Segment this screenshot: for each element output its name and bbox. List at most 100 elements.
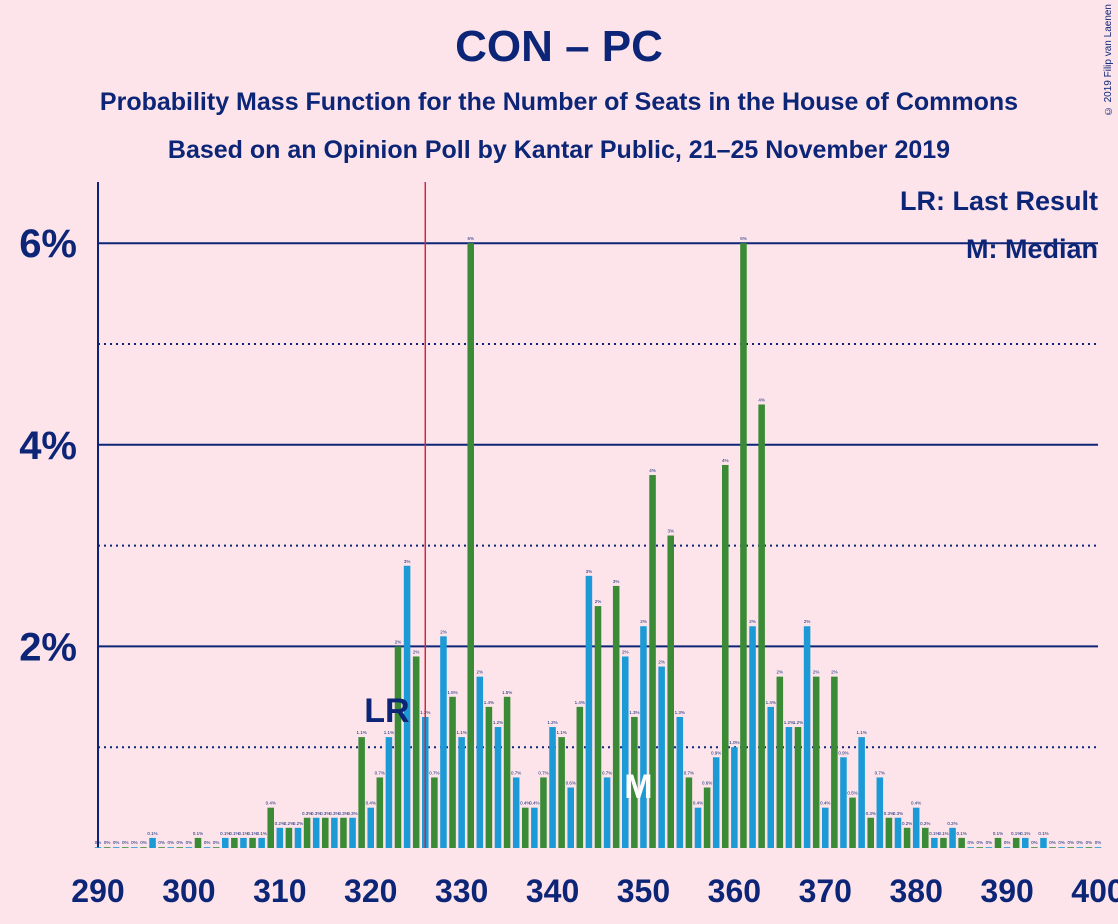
- bar-label-306: 0.1%: [238, 831, 248, 836]
- bar-352: [658, 666, 665, 848]
- x-tick-label: 290: [71, 873, 124, 909]
- bar-337: [522, 807, 529, 848]
- bar-label-329: 1.5%: [447, 690, 457, 695]
- bar-295: [140, 847, 147, 848]
- bar-367: [794, 727, 802, 848]
- bar-label-400: 0%: [1095, 840, 1102, 845]
- bar-324: [403, 565, 411, 848]
- bar-333: [485, 706, 493, 848]
- bar-label-301: 0.1%: [193, 831, 203, 836]
- bar-label-385: 0.1%: [957, 831, 967, 836]
- bar-350: [640, 626, 647, 848]
- bar-322: [385, 737, 393, 848]
- bar-317: [340, 817, 347, 848]
- bar-label-325: 2%: [413, 649, 420, 654]
- bar-label-342: 0.6%: [566, 781, 576, 786]
- bar-label-344: 3%: [586, 569, 593, 574]
- chart-title: CON – PC: [455, 22, 663, 71]
- bar-400: [1094, 847, 1102, 848]
- bar-311: [285, 827, 293, 848]
- x-tick-label: 360: [708, 873, 761, 909]
- bar-339: [540, 777, 547, 848]
- bar-372: [840, 757, 847, 848]
- x-tick-label: 350: [617, 873, 670, 909]
- bar-344: [585, 575, 593, 848]
- bar-297: [158, 847, 165, 848]
- bar-332: [476, 676, 484, 848]
- bar-294: [131, 847, 138, 848]
- bar-label-355: 0.7%: [684, 770, 694, 775]
- bar-396: [1058, 847, 1065, 848]
- bar-327: [431, 777, 438, 848]
- bar-365: [776, 676, 784, 848]
- bar-341: [558, 737, 565, 848]
- bar-321: [376, 777, 384, 848]
- bar-312: [294, 827, 302, 848]
- bar-label-313: 0.3%: [302, 811, 312, 816]
- bar-369: [812, 676, 820, 848]
- bar-label-390: 0%: [1004, 840, 1011, 845]
- bar-304: [222, 837, 229, 848]
- bar-296: [149, 837, 156, 848]
- bar-label-299: 0%: [177, 840, 184, 845]
- x-tick-label: 390: [980, 873, 1033, 909]
- bar-label-318: 0.3%: [347, 811, 357, 816]
- bar-label-366: 1.2%: [784, 720, 794, 725]
- bar-label-308: 0.1%: [257, 831, 267, 836]
- bar-label-290: 0%: [95, 840, 102, 845]
- bar-291: [103, 847, 111, 848]
- bar-label-332: 2%: [477, 670, 484, 675]
- bar-label-302: 0%: [204, 840, 211, 845]
- bar-label-317: 0.3%: [338, 811, 348, 816]
- bar-label-341: 1.1%: [557, 730, 567, 735]
- bar-328: [440, 636, 447, 848]
- bar-356: [694, 807, 702, 848]
- bar-391: [1012, 837, 1020, 848]
- bar-label-339: 0.7%: [538, 770, 548, 775]
- bar-315: [322, 817, 329, 848]
- bar-label-291: 0%: [104, 840, 111, 845]
- bar-357: [703, 787, 711, 848]
- bar-label-354: 1.3%: [675, 710, 685, 715]
- bar-386: [967, 847, 974, 848]
- chart-subtitle-2: Based on an Opinion Poll by Kantar Publi…: [167, 136, 951, 164]
- bar-343: [576, 706, 584, 848]
- bar-label-312: 0.2%: [293, 821, 303, 826]
- bar-313: [303, 817, 311, 848]
- bar-345: [594, 606, 602, 848]
- bar-399: [1085, 847, 1093, 848]
- bar-label-316: 0.3%: [329, 811, 339, 816]
- bar-label-295: 0%: [140, 840, 147, 845]
- bar-label-349: 1.3%: [629, 710, 639, 715]
- bar-346: [603, 777, 611, 848]
- bar-label-333: 1.4%: [484, 700, 494, 705]
- bar-label-337: 0.4%: [520, 801, 530, 806]
- bar-label-310: 0.2%: [275, 821, 285, 826]
- bar-label-357: 0.6%: [702, 781, 712, 786]
- bar-340: [549, 727, 556, 848]
- bar-330: [458, 737, 465, 848]
- bar-320: [367, 807, 374, 848]
- bar-label-324: 3%: [404, 559, 411, 564]
- y-tick-label: 6%: [19, 222, 77, 266]
- bar-label-361: 6%: [740, 236, 747, 241]
- bar-306: [240, 837, 247, 848]
- bar-398: [1076, 847, 1084, 848]
- bar-label-378: 0.3%: [893, 811, 903, 816]
- chart-subtitle-1: Probability Mass Function for the Number…: [99, 88, 1019, 116]
- bar-label-335: 1.5%: [502, 690, 512, 695]
- bar-323: [394, 646, 402, 848]
- bar-label-373: 0.5%: [847, 791, 857, 796]
- bar-375: [867, 817, 874, 848]
- bar-label-353: 3%: [667, 529, 674, 534]
- bar-label-340: 1.2%: [547, 720, 557, 725]
- bar-292: [112, 847, 120, 848]
- y-tick-label: 4%: [19, 424, 77, 468]
- bar-305: [231, 837, 238, 848]
- bar-label-380: 0.4%: [911, 801, 921, 806]
- bar-348: [622, 656, 629, 848]
- bar-393: [1031, 847, 1038, 848]
- bar-325: [412, 656, 420, 848]
- bar-362: [749, 626, 756, 848]
- bar-label-294: 0%: [131, 840, 138, 845]
